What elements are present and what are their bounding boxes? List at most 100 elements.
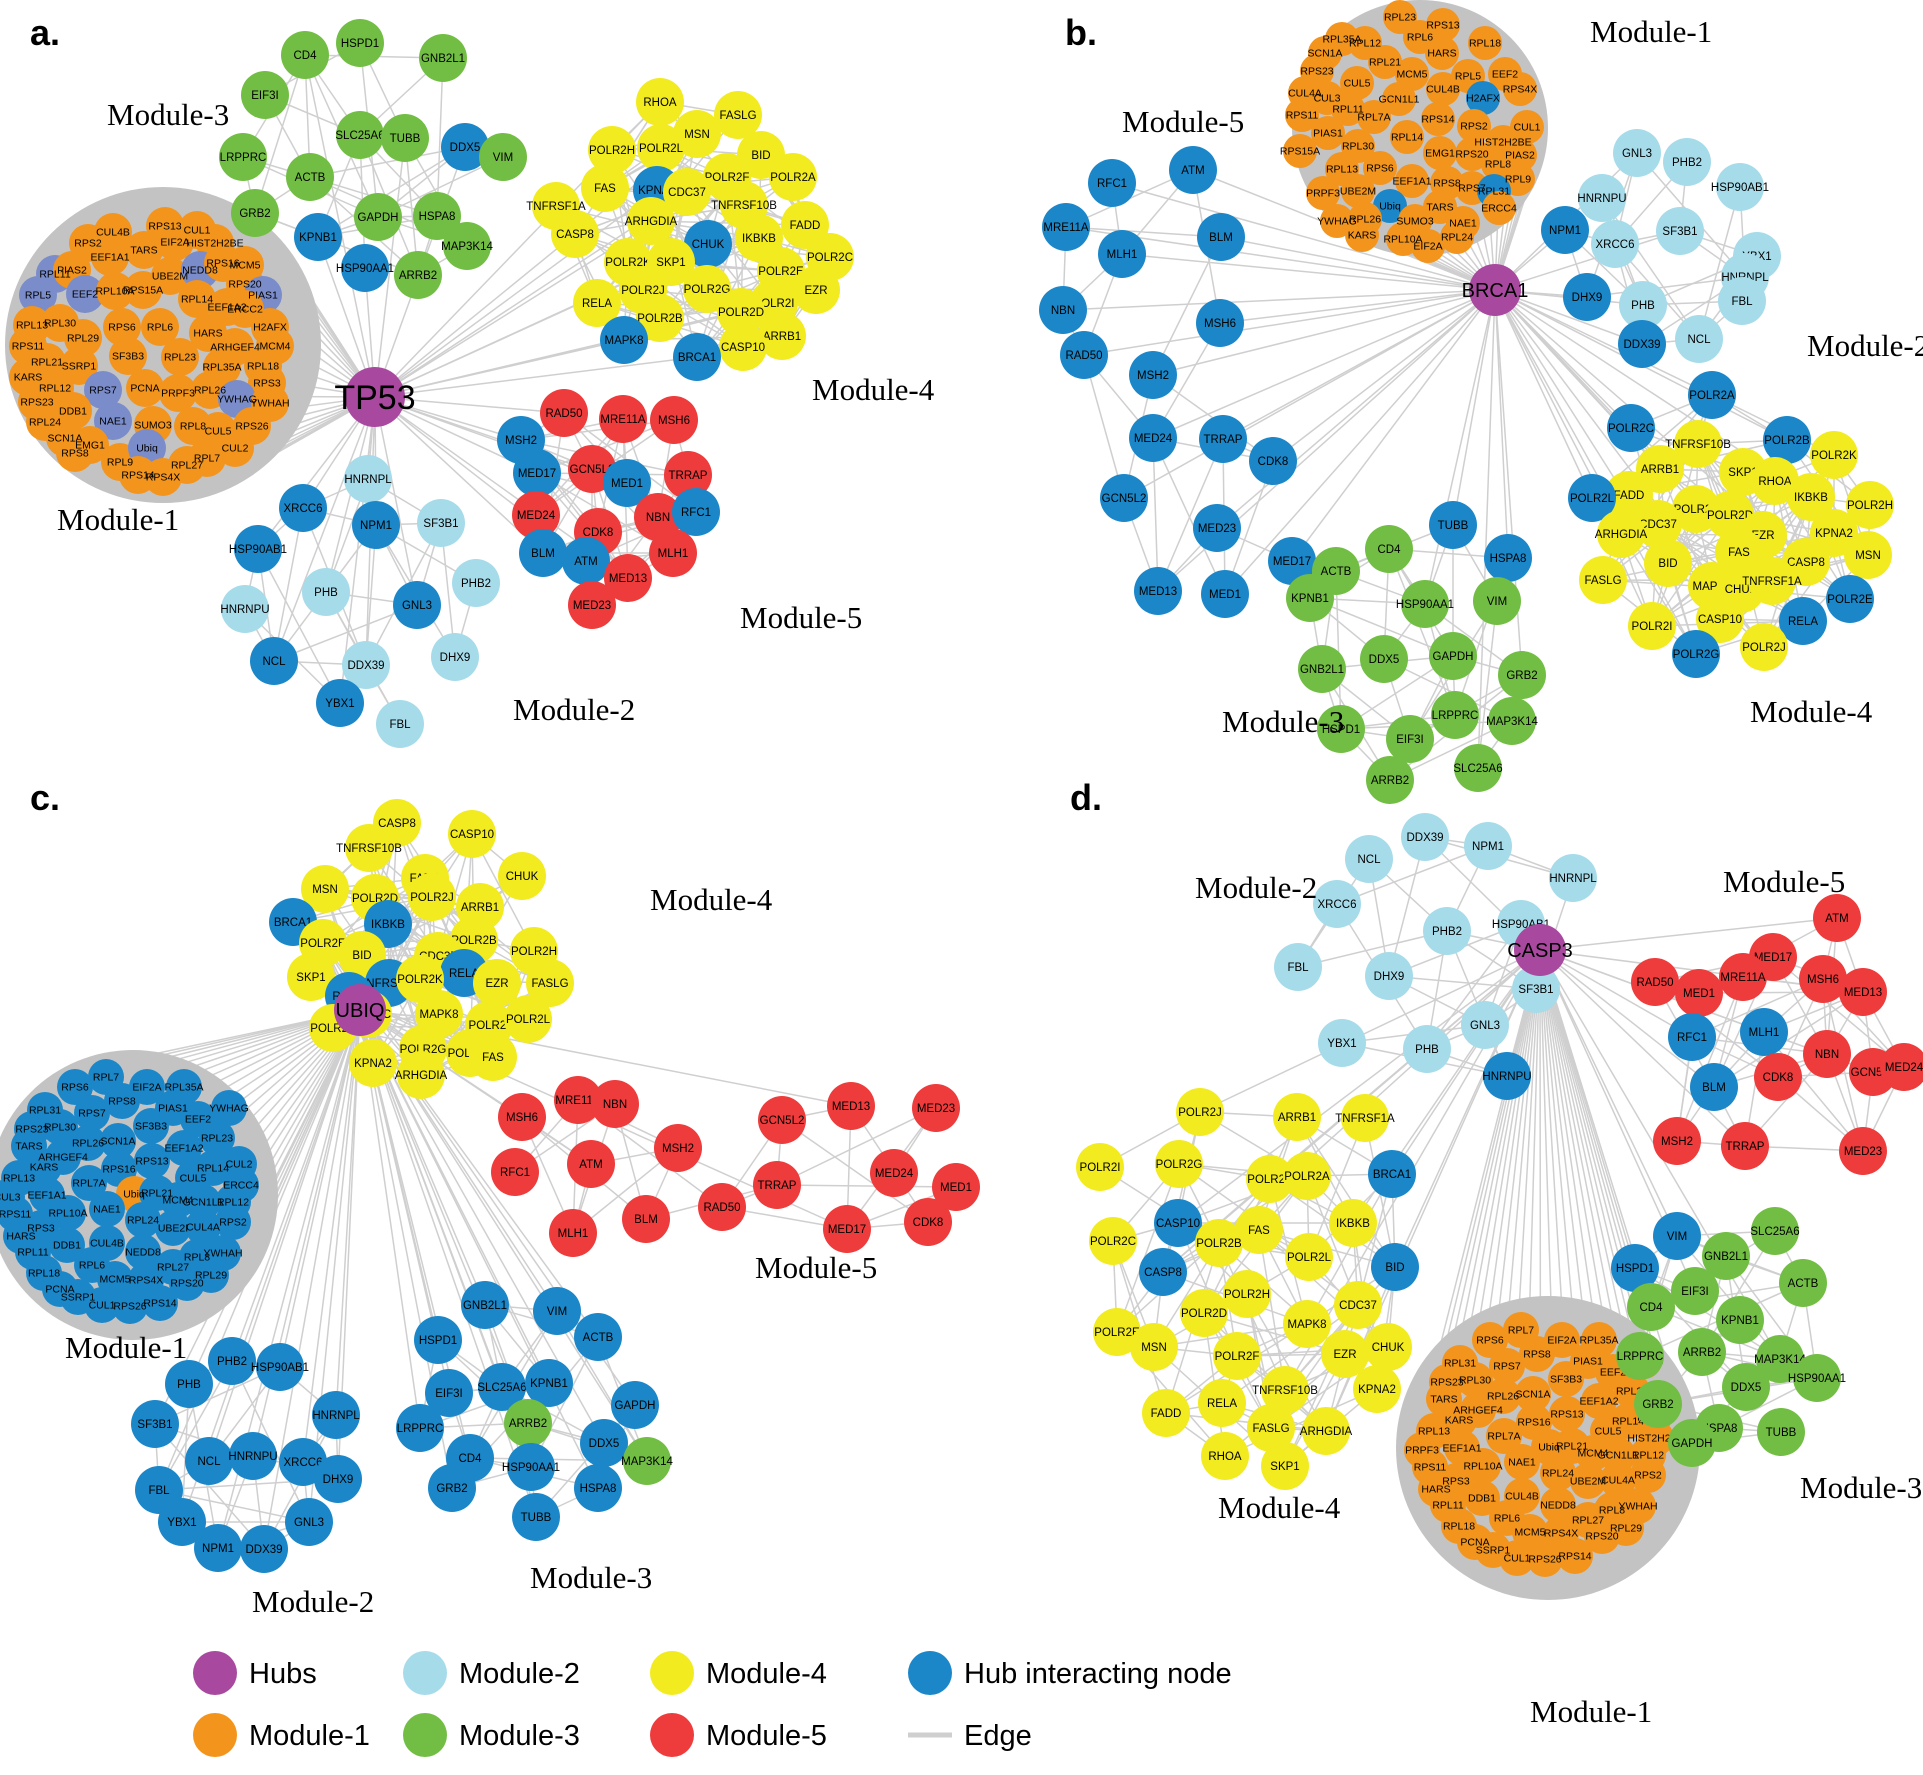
node-POLR2J[interactable] [408, 873, 456, 921]
node-MLH1[interactable] [549, 1209, 597, 1257]
node-GNB2L1[interactable] [1298, 645, 1346, 693]
node-RPL11[interactable] [1331, 92, 1365, 126]
node-SF3B1[interactable] [131, 1400, 179, 1448]
node-DDX5[interactable] [441, 123, 489, 171]
node-GRB2[interactable] [1498, 651, 1546, 699]
node-MED24[interactable] [1129, 414, 1177, 462]
node-BLM[interactable] [1690, 1063, 1738, 1111]
node-GAPDH[interactable] [1668, 1419, 1716, 1467]
node-HSP90AB1[interactable] [234, 525, 282, 573]
node-POLR2I[interactable] [1076, 1143, 1124, 1191]
node-CASP10[interactable] [719, 323, 767, 371]
node-MRE11A[interactable] [599, 395, 647, 443]
node-RPS13[interactable] [134, 1143, 170, 1179]
node-VIM[interactable] [1653, 1212, 1701, 1260]
node-RPL23[interactable] [199, 1120, 235, 1156]
node-NEDD8[interactable] [1540, 1487, 1576, 1523]
node-HSPA8[interactable] [413, 192, 461, 240]
node-RPS26[interactable] [1527, 1541, 1563, 1577]
node-EIF2A[interactable] [1411, 229, 1445, 263]
node-GNL3[interactable] [1613, 129, 1661, 177]
node-GAPDH[interactable] [611, 1381, 659, 1429]
node-FASLG[interactable] [1579, 556, 1627, 604]
node-RPS20[interactable] [1455, 137, 1489, 171]
node-MED1[interactable] [603, 459, 651, 507]
node-XRCC6[interactable] [279, 484, 327, 532]
node-MAP3K14[interactable] [443, 222, 491, 270]
node-HSPD1[interactable] [414, 1316, 462, 1364]
node-SLC25A6[interactable] [1454, 744, 1502, 792]
node-RPL6[interactable] [141, 308, 179, 346]
node-DHX9[interactable] [1563, 273, 1611, 321]
node-CDC37[interactable] [663, 168, 711, 216]
node-RPS8[interactable] [104, 1083, 140, 1119]
node-RPS6[interactable] [1472, 1322, 1508, 1358]
node-BLM[interactable] [519, 529, 567, 577]
node-POLR2F[interactable] [1213, 1332, 1261, 1380]
node-DDB1[interactable] [49, 1227, 85, 1263]
node-POLR2E[interactable] [1826, 575, 1874, 623]
node-YBX1[interactable] [158, 1498, 206, 1546]
node-HSPD1[interactable] [336, 19, 384, 67]
node-ARRB2[interactable] [1366, 756, 1414, 804]
node-SKP1[interactable] [287, 953, 335, 1001]
node-CUL4A[interactable] [185, 1209, 221, 1245]
node-POLR2G[interactable] [683, 265, 731, 313]
node-RPS8[interactable] [1519, 1336, 1555, 1372]
node-FADD[interactable] [1605, 471, 1653, 519]
node-EZR[interactable] [792, 266, 840, 314]
node-MED17[interactable] [513, 449, 561, 497]
node-VIM[interactable] [1473, 577, 1521, 625]
node-PHB[interactable] [1403, 1025, 1451, 1073]
node-ATM[interactable] [1169, 146, 1217, 194]
node-CDK8[interactable] [904, 1198, 952, 1246]
node-DDX5[interactable] [1360, 635, 1408, 683]
node-PCNA[interactable] [126, 369, 164, 407]
node-HNRNPU[interactable] [221, 585, 269, 633]
node-LRPPRC[interactable] [396, 1404, 444, 1452]
node-POLR2B[interactable] [1763, 416, 1811, 464]
node-CD4[interactable] [281, 31, 329, 79]
node-UBE2I[interactable] [155, 1210, 191, 1246]
node-MED23[interactable] [1193, 504, 1241, 552]
node-TRRAP[interactable] [753, 1161, 801, 1209]
node-RAD50[interactable] [1060, 331, 1108, 379]
node-PHB[interactable] [165, 1360, 213, 1408]
node-CASP8[interactable] [1139, 1248, 1187, 1296]
node-GNB2L1[interactable] [461, 1281, 509, 1329]
node-BLM[interactable] [1197, 213, 1245, 261]
node-HNRNPU[interactable] [1578, 174, 1626, 222]
node-RFC1[interactable] [491, 1148, 539, 1196]
node-DHX9[interactable] [314, 1455, 362, 1503]
node-SF3B3[interactable] [133, 1108, 169, 1144]
node-RPS20[interactable] [1584, 1518, 1620, 1554]
hub-node-TP53[interactable] [345, 367, 405, 427]
node-RPL24[interactable] [125, 1202, 161, 1238]
node-POLR2E[interactable] [1093, 1308, 1141, 1356]
node-HNRNPL[interactable] [312, 1391, 360, 1439]
node-CASP10[interactable] [448, 810, 496, 858]
node-SCN1A[interactable] [1515, 1376, 1551, 1412]
node-UBE2M[interactable] [1341, 174, 1375, 208]
node-LRPPRC[interactable] [1616, 1332, 1664, 1380]
node-MED1[interactable] [932, 1163, 980, 1211]
node-RAD50[interactable] [698, 1183, 746, 1231]
node-TRRAP[interactable] [1721, 1122, 1769, 1170]
node-NCL[interactable] [1675, 315, 1723, 363]
node-EEF1A1[interactable] [91, 238, 129, 276]
node-RPL24[interactable] [1540, 1455, 1576, 1491]
node-RHOA[interactable] [1751, 457, 1799, 505]
node-EZR[interactable] [1321, 1330, 1369, 1378]
node-CD4[interactable] [1365, 525, 1413, 573]
node-SF3B3[interactable] [109, 337, 147, 375]
node-RPL7A[interactable] [71, 1165, 107, 1201]
node-KARS[interactable] [1345, 218, 1379, 252]
node-TNFRSF1A[interactable] [1341, 1094, 1389, 1142]
node-POLR2D[interactable] [1180, 1289, 1228, 1337]
node-RPS14[interactable] [1421, 102, 1455, 136]
node-POLR2H[interactable] [1223, 1270, 1271, 1318]
node-RPS2[interactable] [215, 1204, 251, 1240]
node-TRRAP[interactable] [664, 451, 712, 499]
node-MSN[interactable] [301, 865, 349, 913]
node-UBE2M[interactable] [1570, 1463, 1606, 1499]
